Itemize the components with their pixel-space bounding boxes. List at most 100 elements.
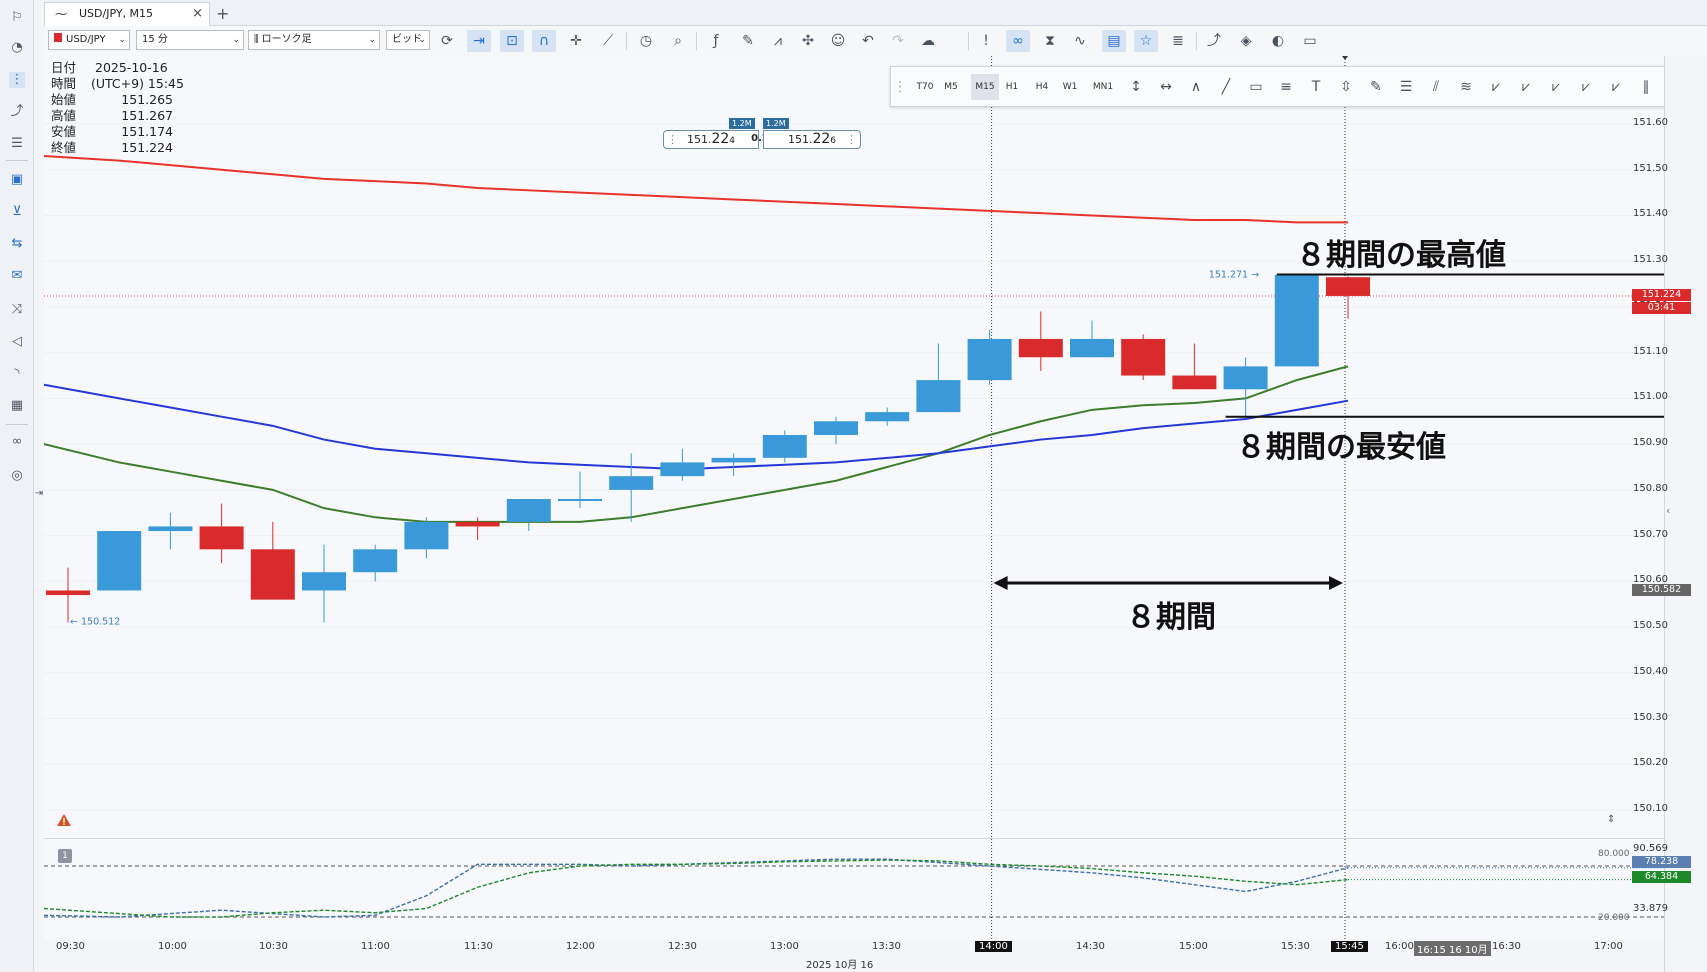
grip-icon: ⋮ [846, 133, 857, 146]
price-axis[interactable]: ‹ [1664, 56, 1707, 972]
cart-icon[interactable]: ⊻ [12, 204, 22, 219]
drop-icon[interactable]: ◔ [11, 40, 23, 55]
sell-price-main: 151. [686, 133, 712, 146]
layers-list-icon[interactable]: ≣ [1172, 33, 1184, 49]
candle-body [199, 526, 244, 550]
palette-icon[interactable]: ◐ [1271, 33, 1285, 49]
undo-icon[interactable]: ↶ [862, 33, 874, 49]
horizontal-line-icon[interactable]: ↔ [1160, 79, 1172, 95]
tree-icon[interactable]: ⋮ [9, 72, 25, 88]
price-chart[interactable]: 151.271 → ← 150.512 [44, 56, 1664, 838]
pattern-d-icon[interactable]: ⩗ [1582, 79, 1590, 95]
stochastic-pane[interactable] [44, 838, 1664, 940]
redo-icon[interactable]: ↷ [892, 33, 904, 49]
rectangle-icon[interactable]: ▭ [1249, 79, 1263, 95]
timeframe-m5[interactable]: M5 [944, 82, 958, 92]
angle-icon[interactable]: ∧ [1190, 79, 1202, 95]
timeframe-t70[interactable]: T70 [916, 82, 934, 92]
time-axis[interactable] [44, 939, 1664, 972]
timeframe-mn1[interactable]: MN1 [1092, 82, 1114, 92]
close-icon[interactable]: × [192, 6, 203, 21]
timeframe-m15[interactable]: M15 [971, 74, 999, 100]
mail-icon[interactable]: ✉ [11, 268, 23, 283]
candle-body [404, 521, 449, 550]
hourglass-icon[interactable]: ⧗ [1045, 33, 1055, 49]
dashboard-icon[interactable]: ◎ [11, 468, 23, 483]
hlines-icon[interactable]: ☰ [1399, 79, 1413, 95]
lock-icon[interactable]: ⊡ [500, 30, 524, 52]
period-select[interactable]: 15 分 ⌄ [136, 30, 244, 50]
calendar-icon[interactable]: ▤ [1102, 30, 1126, 52]
link-icon[interactable]: ∞ [11, 434, 23, 449]
info-value: 151.174 [121, 124, 173, 139]
collapse-right-icon[interactable]: ‹ [1666, 504, 1671, 517]
speaker-icon[interactable]: ◁ [12, 334, 22, 349]
magnet-icon[interactable]: ∩ [532, 30, 556, 52]
info-label: 時間 [51, 76, 77, 91]
shift-right-icon[interactable]: ⇥ [467, 30, 491, 52]
chart-type-select[interactable]: ⫼ ローソク足 ⌄ [248, 30, 380, 50]
shuffle-icon[interactable]: ⤨ [11, 302, 23, 317]
timeframe-w1[interactable]: W1 [1062, 82, 1078, 92]
rss-icon[interactable]: ◝ [14, 366, 20, 381]
info-value: 151.265 [121, 92, 173, 107]
list-icon[interactable]: ☰ [11, 136, 23, 151]
pencil-icon[interactable]: ✎ [1370, 79, 1382, 95]
info-row-close: 終値 151.224 [51, 140, 201, 156]
trendline-icon[interactable]: ╱ [1221, 79, 1231, 95]
chart-tab[interactable]: ⁓ USD/JPY, M15 × [44, 2, 210, 26]
star-icon[interactable]: ☆ [1134, 30, 1158, 52]
text-icon[interactable]: T [1311, 79, 1321, 95]
alert-icon[interactable]: ! [983, 33, 989, 49]
wave-icon[interactable]: ∿ [1074, 33, 1086, 49]
compass-icon[interactable]: ⩘ [774, 33, 782, 49]
add-tab-button[interactable]: + [216, 4, 230, 23]
ruler-icon[interactable]: ⟋ [603, 33, 613, 49]
trend-icon[interactable]: ⤴ [10, 104, 24, 119]
price-type-select[interactable]: ビッド ⌄ [386, 30, 430, 50]
scale-arrows-icon[interactable]: ⇕ [1607, 814, 1616, 825]
cloud-delete-icon[interactable]: ☁ [921, 33, 935, 49]
indicator-icon[interactable]: ⤴ [1207, 33, 1221, 49]
calculator-icon[interactable]: ▦ [10, 398, 24, 413]
high-price-label: 151.271 → [1209, 269, 1259, 280]
double-line-icon[interactable]: ∥ [1642, 79, 1650, 95]
zoom-icon[interactable]: ⌕ [674, 33, 682, 49]
clock-icon[interactable]: ◷ [639, 33, 653, 49]
timeframe-h4[interactable]: H4 [1035, 82, 1049, 92]
face-icon[interactable]: ☺ [830, 33, 846, 49]
text-align-icon[interactable]: ≡ [1280, 79, 1292, 95]
channel-icon[interactable]: ⫽ [1432, 79, 1440, 95]
save-icon[interactable]: ▭ [1303, 33, 1317, 49]
price-range-icon[interactable]: ⇳ [1340, 79, 1352, 95]
time-tick-label: 14:00 [975, 941, 1012, 952]
function-icon[interactable]: ƒ [713, 33, 719, 49]
pattern-a-icon[interactable]: ⩗ [1492, 79, 1500, 95]
collapse-icon[interactable]: ⇥ [34, 488, 44, 499]
parallel-icon[interactable]: ≋ [1460, 79, 1472, 95]
compare-icon[interactable]: ∞ [1006, 30, 1030, 52]
sell-button[interactable]: ⋮ 151.224 [663, 130, 759, 149]
candle-body [1070, 338, 1114, 358]
vertical-line-icon[interactable]: ↕ [1130, 79, 1142, 95]
briefcase-icon[interactable]: ▣ [10, 172, 24, 187]
timeframe-h1[interactable]: H1 [1005, 82, 1019, 92]
nodes-icon[interactable]: ✣ [802, 33, 814, 49]
candle-body [302, 572, 346, 591]
pattern-e-icon[interactable]: ⩗ [1612, 79, 1620, 95]
price-tick-label: 150.80 [1633, 482, 1668, 494]
crosshair-icon[interactable]: ✛ [570, 33, 582, 49]
layers-icon[interactable]: ◈ [1240, 33, 1252, 49]
pattern-b-icon[interactable]: ⩗ [1522, 79, 1530, 95]
refresh-icon[interactable]: ⟳ [441, 33, 453, 49]
grip-icon[interactable]: ⋮ [893, 79, 907, 95]
bookmark-icon[interactable]: ⚐ [11, 10, 23, 25]
symbol-select[interactable]: USD/JPY ⌄ [48, 30, 130, 50]
buy-button[interactable]: 151.226 ⋮ [763, 130, 861, 149]
pattern-c-icon[interactable]: ⩗ [1552, 79, 1560, 95]
pen-icon[interactable]: ✎ [742, 33, 754, 49]
warning-icon[interactable] [56, 813, 72, 827]
chevron-down-icon: ⌄ [232, 35, 240, 45]
exchange-icon[interactable]: ⇆ [11, 236, 23, 251]
